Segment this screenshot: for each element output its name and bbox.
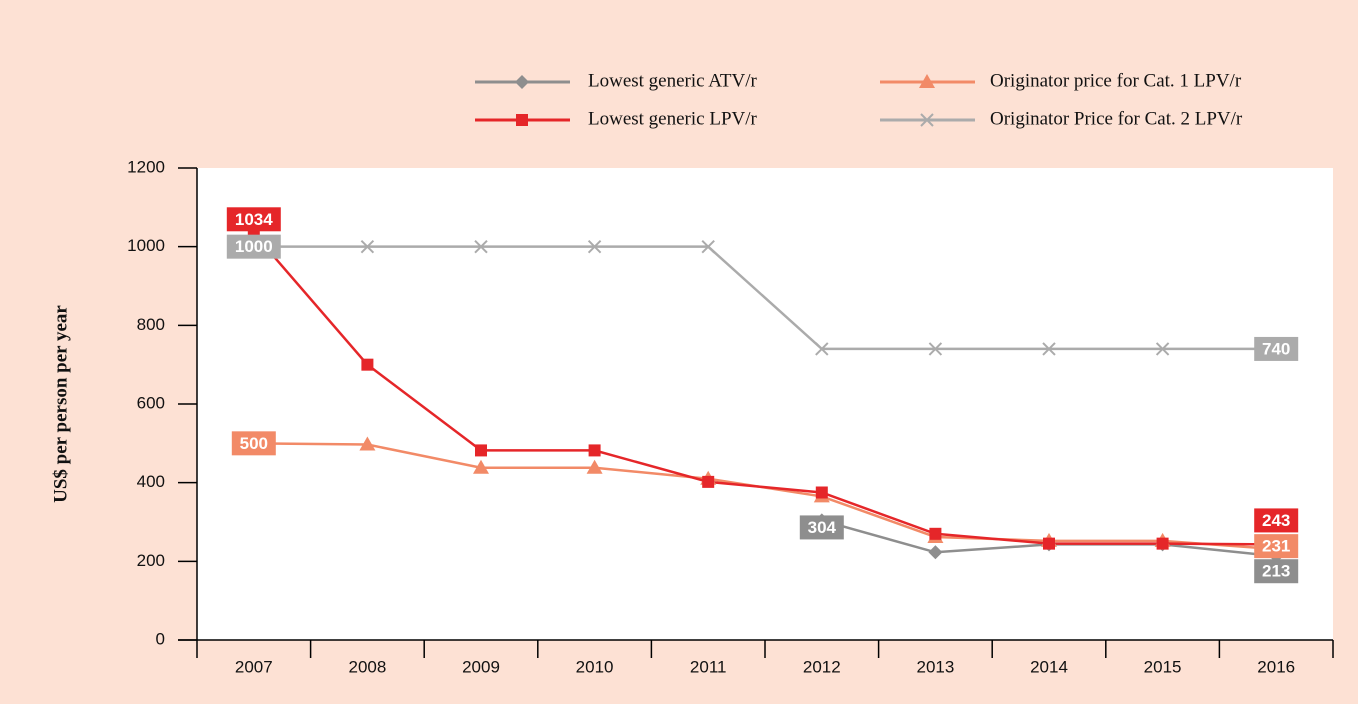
legend-label: Lowest generic LPV/r [588,108,758,129]
data-point [586,459,603,474]
data-point [360,239,375,254]
legend-marker [920,113,934,127]
data-point [359,436,376,451]
y-tick-label: 0 [156,629,165,648]
value-label-box [226,207,281,232]
value-label-box [1254,336,1299,361]
value-label-box [1254,534,1299,559]
data-point [474,239,488,254]
data-point [815,486,828,499]
x-tick-label: 2010 [576,657,614,676]
y-tick-label: 600 [137,393,165,412]
y-axis-label: US$ per person per year [50,305,71,503]
value-label: 500 [240,434,268,453]
x-tick-label: 2007 [235,657,273,676]
value-label-box [799,515,844,540]
x-tick-label: 2012 [803,657,841,676]
y-tick-label: 1000 [127,236,165,255]
legend-marker [515,75,529,89]
value-label: 213 [1262,562,1290,581]
data-point [928,342,943,356]
series-line [252,232,1277,546]
x-tick-label: 2015 [1144,657,1182,676]
value-label-box [226,234,281,259]
x-tick-label: 2016 [1257,657,1295,676]
data-point [815,342,829,356]
value-label-box [231,431,276,456]
plot-area [197,168,1333,640]
x-tick-label: 2009 [462,657,500,676]
x-tick-label: 2008 [348,657,386,676]
x-tick-label: 2013 [916,657,954,676]
y-tick-label: 1200 [127,157,165,176]
data-point [587,239,602,254]
value-label-box [1254,559,1299,584]
data-point [702,475,715,488]
y-tick-label: 800 [137,315,165,334]
legend-label: Originator price for Cat. 1 LPV/r [990,70,1242,91]
data-point [929,527,942,540]
data-point [588,444,601,457]
legend-label: Lowest generic ATV/r [588,70,758,91]
x-tick-label: 2011 [690,657,727,676]
data-point [1042,342,1056,356]
value-label: 1034 [235,210,273,229]
value-label: 243 [1262,511,1290,530]
legend-marker [919,74,935,88]
y-tick-label: 200 [137,551,165,570]
x-tick-label: 2014 [1030,657,1068,676]
data-point [361,358,374,371]
value-label: 740 [1262,339,1290,358]
data-point [1043,537,1055,550]
data-point [701,239,715,254]
series-line [253,245,1277,351]
legend-marker [516,114,528,126]
data-point [928,545,943,560]
value-label: 304 [808,518,837,537]
data-point [473,459,489,474]
data-point [247,227,260,240]
data-point [1156,537,1169,550]
data-point [475,444,487,457]
value-label: 1000 [235,237,273,256]
legend-label: Originator Price for Cat. 2 LPV/r [990,108,1243,129]
y-tick-label: 400 [137,472,165,491]
value-label: 231 [1262,537,1290,556]
data-point [1155,342,1170,356]
value-label-box [1254,508,1299,533]
